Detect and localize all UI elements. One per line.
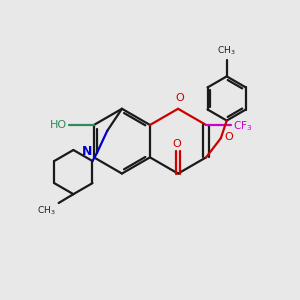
Text: HO: HO [50, 120, 68, 130]
Text: O: O [172, 139, 181, 148]
Text: N: N [82, 145, 92, 158]
Text: O: O [224, 132, 233, 142]
Text: CH$_3$: CH$_3$ [37, 205, 56, 217]
Text: CF$_3$: CF$_3$ [233, 119, 253, 133]
Text: O: O [175, 94, 184, 103]
Text: CH$_3$: CH$_3$ [218, 45, 236, 57]
